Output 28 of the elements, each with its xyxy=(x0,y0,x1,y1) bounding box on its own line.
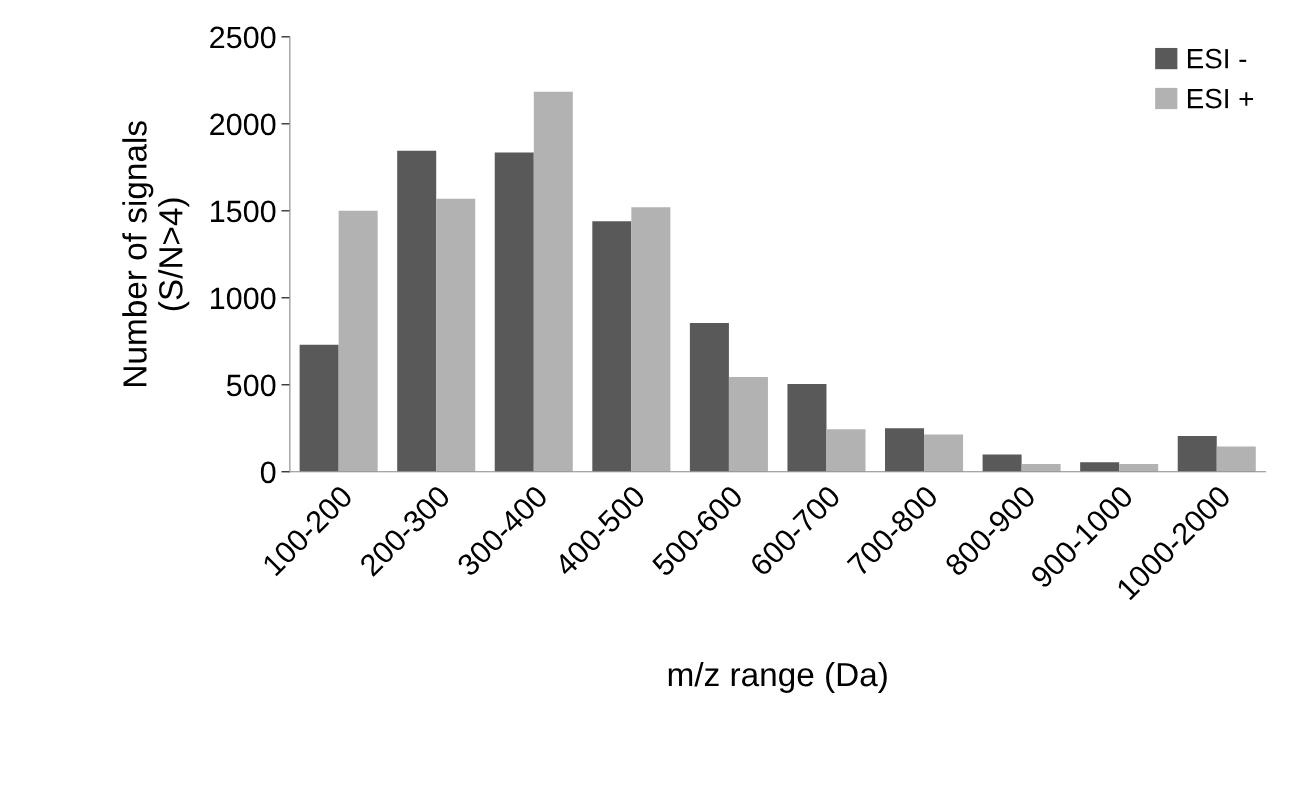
x-axis-title: m/z range (Da) xyxy=(668,661,887,693)
y-tick-label: 500 xyxy=(226,374,276,397)
bar xyxy=(592,221,632,472)
bar xyxy=(1216,446,1256,472)
y-tick-label: 0 xyxy=(260,461,276,484)
bar xyxy=(436,198,476,472)
bar xyxy=(631,207,671,472)
bar xyxy=(1177,436,1217,472)
bar xyxy=(397,150,437,472)
bar xyxy=(338,210,378,472)
bar xyxy=(982,454,1022,472)
bar xyxy=(885,428,925,472)
legend-label: ESI - xyxy=(1187,48,1247,69)
bar xyxy=(787,383,827,472)
bar xyxy=(826,429,866,472)
bar xyxy=(1080,462,1120,472)
y-axis-title: Number of signals (S/N>4) xyxy=(122,121,190,386)
y-tick-label: 2000 xyxy=(210,113,276,136)
bar xyxy=(533,91,573,472)
bar xyxy=(689,323,729,472)
bar xyxy=(299,344,339,472)
legend-label: ESI + xyxy=(1187,88,1254,109)
bar xyxy=(494,152,534,472)
y-tick-label: 1000 xyxy=(211,287,276,310)
y-tick-label: 2500 xyxy=(210,26,276,49)
bar xyxy=(924,434,964,472)
bar xyxy=(728,376,768,472)
y-tick-label: 1500 xyxy=(211,200,276,223)
